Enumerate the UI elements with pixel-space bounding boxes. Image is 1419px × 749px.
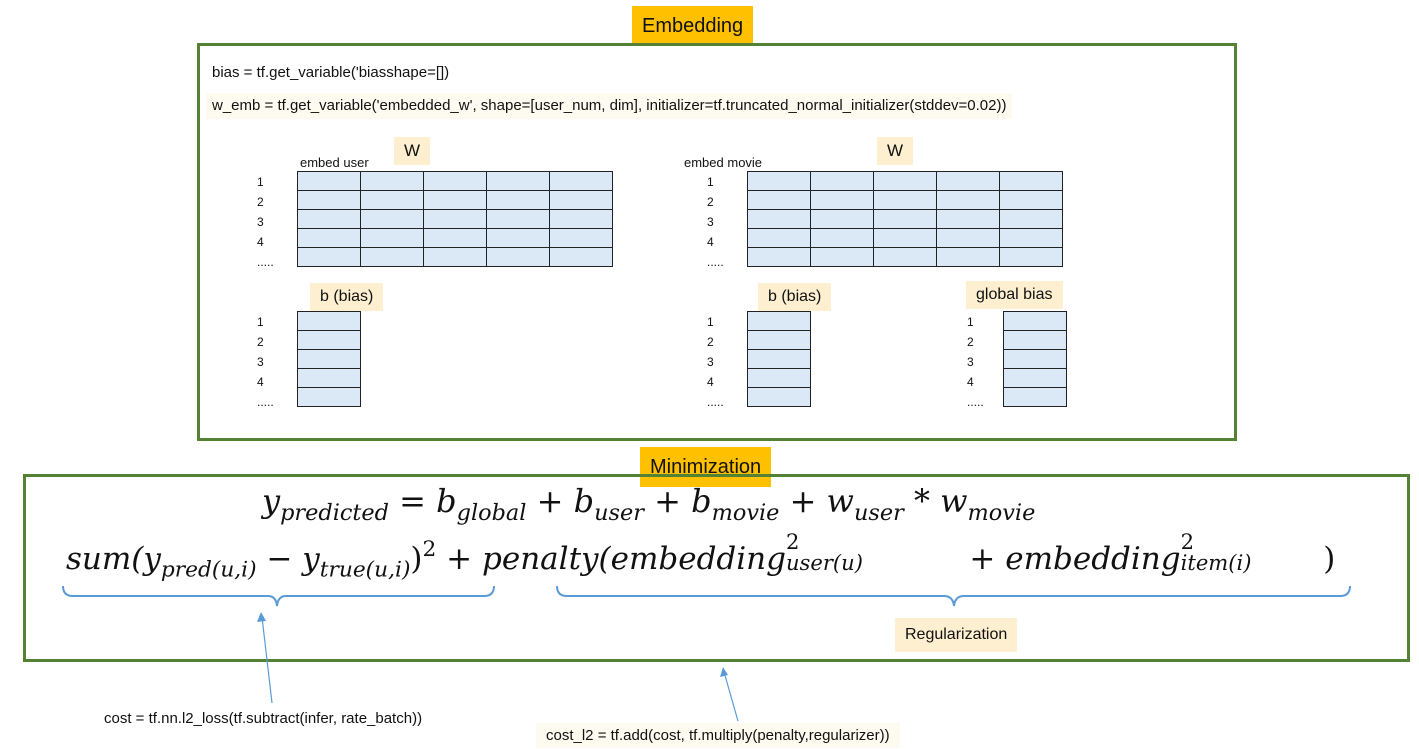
eq1-w-movie-sub: movie [967,499,1036,526]
eq2-minus: − [256,541,303,577]
eq2-close: ) [410,541,423,577]
eq2-penalty-close: ) [1323,541,1336,577]
row-label: 2 [707,195,714,209]
cost-arrow-head [257,612,266,622]
eq1-b-global-sub: global [456,499,527,526]
eq2-y-pred-sub: pred(u,i) [160,557,257,583]
eq2-embedding-user-sub: user(u) [785,549,863,575]
row-label: ..... [707,255,724,269]
movie-bias-vector [747,311,811,407]
row-label: 4 [707,375,714,389]
global-bias-row-labels: 1 2 3 4 ..... [967,312,984,412]
user-bias-vector [297,311,361,407]
eq2-plus: + [436,541,483,577]
eq2-embedding-item-scripts: 2 item(i) [1181,529,1324,575]
eq1-plus: + [526,482,574,520]
cost-arrow-line [261,616,273,704]
minimization-frame [23,474,1410,662]
row-label: 3 [257,355,264,369]
movie-w-row-labels: 1 2 3 4 ..... [707,172,724,272]
eq2-embedding-user-scripts: 2 user(u) [786,529,960,575]
prediction-equation: ypredicted = bglobal + buser + bmovie + … [262,482,1035,524]
row-label: 2 [967,335,974,349]
sum-brace [62,585,495,607]
movie-bias-row-labels: 1 2 3 4 ..... [707,312,724,412]
global-bias-label: global bias [966,281,1063,309]
embedding-title: Embedding [632,6,754,46]
eq1-b-global: b [436,482,457,520]
row-label: 4 [707,235,714,249]
movie-w-matrix [747,171,1063,267]
eq1-b-movie-sub: movie [711,499,780,526]
row-label: 2 [257,335,264,349]
eq2-sum-open: sum( [66,541,144,577]
eq1-times: * [903,482,941,520]
row-label: 1 [707,315,714,329]
row-label: 2 [707,335,714,349]
row-label: 3 [707,355,714,369]
row-label: 3 [707,215,714,229]
eq2-embedding-item-sub: item(i) [1180,549,1252,575]
minimization-title: Minimization [640,447,772,487]
eq2-y-true: y [302,541,320,577]
eq1-w-user: w [826,482,854,520]
row-label: 1 [257,315,264,329]
eq1-y-sub: predicted [280,499,389,526]
eq1-equals: = [388,482,437,520]
eq2-embedding-user-sup: 2 [785,528,800,554]
code-line-w-emb: w_emb = tf.get_variable('embedded_w', sh… [206,93,1013,119]
eq2-penalty-open: penalty( [482,541,611,577]
eq2-embedding-user: embedding [610,541,786,577]
eq1-plus: + [779,482,827,520]
global-bias-vector [1003,311,1067,407]
user-w-matrix [297,171,613,267]
user-bias-label: b (bias) [310,283,384,311]
regularization-label: Regularization [895,618,1018,652]
cost-code-note: cost = tf.nn.l2_loss(tf.subtract(infer, … [94,706,433,731]
cost-l2-arrow-line [723,671,739,722]
row-label: 4 [967,375,974,389]
row-label: ..... [707,395,724,409]
eq1-w-movie: w [940,482,968,520]
row-label: ..... [257,395,274,409]
eq1-y: y [262,482,281,520]
eq1-plus: + [643,482,692,520]
row-label: 1 [257,175,264,189]
eq2-plus-inner: + [959,541,1006,577]
eq2-y-true-sub: true(u,i) [319,557,411,583]
embedding-frame [197,43,1237,441]
eq1-b-user-sub: user [594,499,644,526]
loss-equation: sum(ypred(u,i) − ytrue(u,i))2 + penalty(… [66,529,1336,581]
eq1-b-user: b [573,482,595,520]
user-embed-caption: embed user [300,155,369,170]
user-bias-row-labels: 1 2 3 4 ..... [257,312,274,412]
row-label: 3 [967,355,974,369]
eq1-w-user-sub: user [853,499,904,526]
penalty-brace [556,585,1351,607]
eq2-embedding-item: embedding [1005,541,1181,577]
movie-w-label: W [877,137,914,165]
movie-embed-caption: embed movie [684,155,763,170]
row-label: 1 [967,315,974,329]
row-label: ..... [257,255,274,269]
cost-l2-arrow-head [720,667,728,677]
row-label: 2 [257,195,264,209]
eq2-square: 2 [422,536,437,562]
row-label: 4 [257,235,264,249]
eq2-y-pred: y [143,541,161,577]
eq2-embedding-item-sup: 2 [1180,528,1195,554]
movie-bias-label: b (bias) [758,283,832,311]
eq1-b-movie: b [691,482,712,520]
row-label: 3 [257,215,264,229]
user-w-row-labels: 1 2 3 4 ..... [257,172,274,272]
code-line-bias: bias = tf.get_variable('biasshape=[]) [212,64,450,81]
row-label: 4 [257,375,264,389]
user-w-label: W [394,137,431,165]
row-label: ..... [967,395,984,409]
row-label: 1 [707,175,714,189]
cost-l2-code-note: cost_l2 = tf.add(cost, tf.multiply(penal… [536,723,900,748]
